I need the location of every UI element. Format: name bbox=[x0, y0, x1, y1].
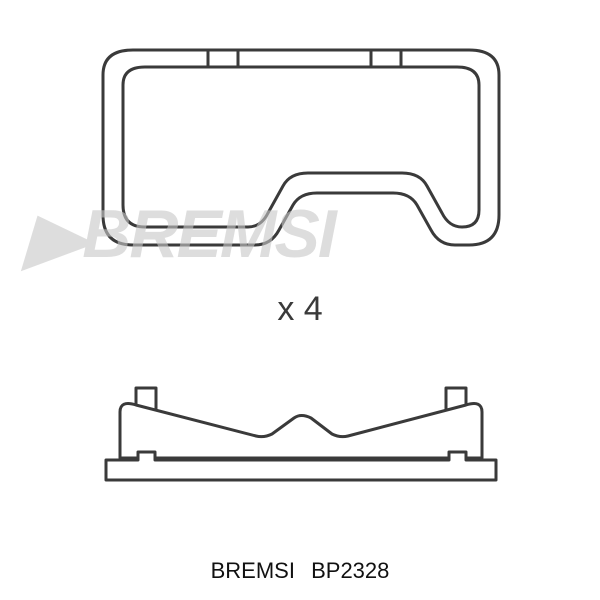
quantity-label: x 4 bbox=[0, 290, 600, 329]
product-caption: BREMSI BP2328 bbox=[0, 558, 600, 584]
caption-brand: BREMSI bbox=[211, 558, 295, 583]
brake-pad-side-view bbox=[96, 360, 506, 490]
brake-pad-face-view bbox=[93, 45, 509, 250]
face-view-svg bbox=[93, 45, 509, 250]
top-slot-left bbox=[208, 50, 238, 67]
side-friction-profile bbox=[120, 404, 482, 458]
top-slot-right bbox=[371, 50, 401, 67]
product-diagram-stage: ▶ BREMSI x 4 BREMSI BP2328 bbox=[0, 0, 600, 600]
watermark-arrow-icon: ▶ bbox=[25, 199, 85, 278]
pad-backplate-outline bbox=[103, 50, 499, 245]
side-view-svg bbox=[96, 360, 506, 490]
caption-part-number: BP2328 bbox=[311, 558, 389, 583]
